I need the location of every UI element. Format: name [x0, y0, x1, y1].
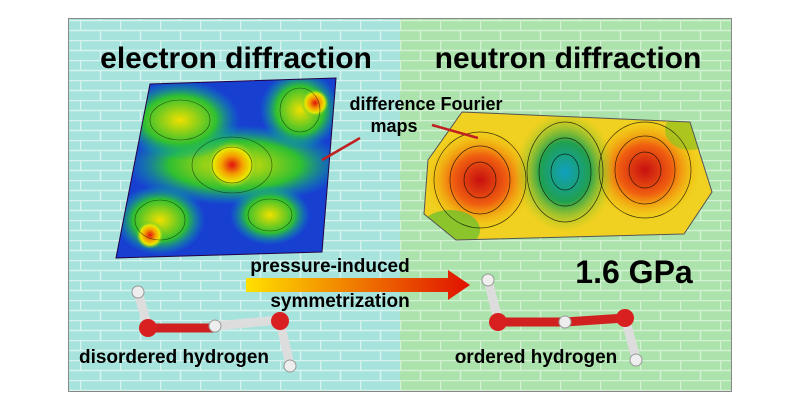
- pressure-label: 1.6 GPa: [575, 254, 693, 290]
- right-caption: ordered hydrogen: [455, 347, 618, 368]
- electron-map-border: [115, 77, 337, 259]
- annotation-line: difference Fourier: [349, 94, 502, 114]
- molecule-disordered: [131, 285, 297, 373]
- left-caption: disordered hydrogen: [79, 347, 269, 368]
- arrow: [246, 270, 470, 300]
- pointer: [321, 136, 361, 162]
- neutron-map: [424, 112, 712, 240]
- electron-map: [116, 78, 336, 258]
- frame: [68, 18, 732, 392]
- right-title: neutron diffraction: [435, 42, 702, 75]
- arrow-label: pressure-induced: [250, 256, 409, 277]
- neutron-map-border: [423, 111, 713, 241]
- annotation-line: maps: [370, 116, 417, 136]
- arrow-label: symmetrization: [270, 291, 409, 312]
- left-title: electron diffraction: [100, 42, 372, 75]
- molecule-ordered: [481, 273, 643, 367]
- pointer: [431, 123, 479, 140]
